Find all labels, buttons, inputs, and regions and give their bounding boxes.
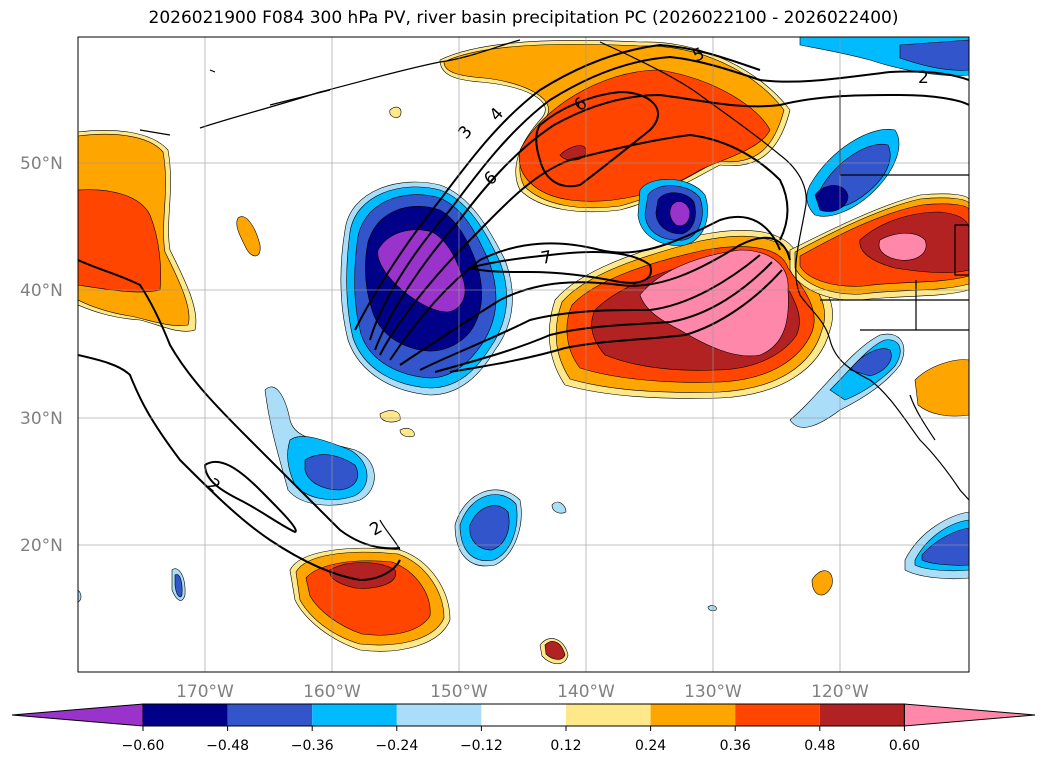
colorbar-segment [650, 704, 736, 726]
lon-label: 170°W [176, 682, 234, 702]
map-title: 2026021900 F084 300 hPa PV, river basin … [148, 8, 899, 28]
colorbar-segment [481, 704, 566, 726]
lon-label: 120°W [811, 682, 869, 702]
colorbar-tick-label: 0.12 [550, 738, 581, 754]
colorbar-tick-label: 0.60 [889, 738, 920, 754]
pv-contours [78, 43, 969, 582]
colorbar-segment [396, 704, 482, 726]
colorbar-tick-label: 0.36 [720, 738, 751, 754]
lat-label: 40°N [20, 281, 63, 301]
lat-label: 20°N [20, 536, 63, 556]
colorbar-tick-label: −0.12 [460, 738, 503, 754]
colorbar-segment [227, 704, 313, 726]
pv-label: 2 [918, 68, 929, 88]
colorbar: −0.60 −0.48 −0.36 −0.24 −0.12 0.12 0.24 0.36 0.4… [11, 703, 1036, 754]
graticule [78, 37, 969, 672]
colorbar-segment [566, 704, 651, 726]
colorbar-tick-label: −0.48 [206, 738, 249, 754]
colorbar-tick-label: −0.60 [122, 738, 165, 754]
colorbar-frame [142, 703, 905, 727]
map-panel: 2 3 4 5 6 6 7 2 2 [78, 37, 969, 672]
lon-label: 140°W [557, 682, 615, 702]
lat-label: 30°N [20, 409, 63, 429]
lon-label: 150°W [430, 682, 488, 702]
colorbar-segment [312, 704, 397, 726]
colorbar-tick-label: 0.24 [635, 738, 666, 754]
colorbar-segment [819, 704, 905, 726]
colorbar-segment [735, 704, 820, 726]
colorbar-segment [143, 704, 228, 726]
map-border [77, 36, 970, 673]
colorbar-extend-min [11, 703, 144, 727]
lat-label: 50°N [20, 154, 63, 174]
colorbar-tick-label: 0.48 [804, 738, 835, 754]
lon-label: 130°W [684, 682, 742, 702]
colorbar-tick-label: −0.24 [375, 738, 418, 754]
pv-label: 7 [539, 247, 553, 269]
lon-label: 160°W [303, 682, 361, 702]
latitude-labels: 50°N 40°N 30°N 20°N [20, 154, 63, 556]
colorbar-extend-max [903, 703, 1036, 727]
colorbar-tick-label: −0.36 [291, 738, 334, 754]
longitude-labels: 170°W 160°W 150°W 140°W 130°W 120°W [176, 682, 869, 702]
